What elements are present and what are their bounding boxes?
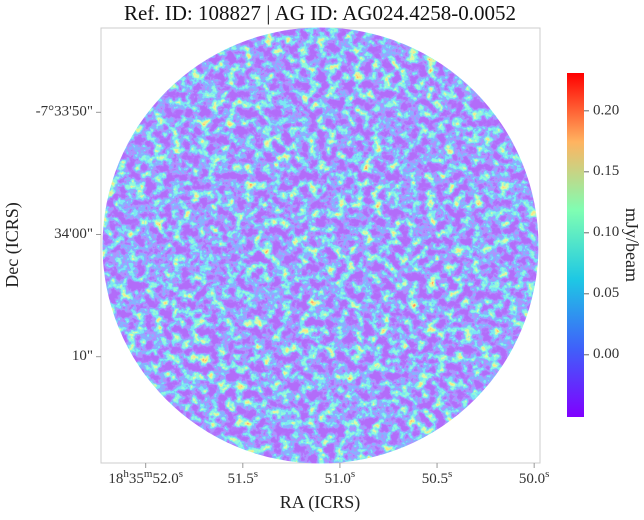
y-tick-label: -7°33'50"	[36, 104, 93, 120]
sky-image	[102, 27, 539, 464]
colorbar-tick-label: 0.05	[593, 285, 619, 301]
x-tick-label: 18h35m52.0s	[108, 468, 183, 488]
y-tick-label: 34'00"	[54, 226, 93, 242]
x-axis-label: RA (ICRS)	[280, 492, 361, 513]
x-tick-label: 50.0s	[519, 468, 550, 488]
chart-title: Ref. ID: 108827 | AG ID: AG024.4258-0.00…	[124, 1, 516, 25]
x-tick-label: 50.5s	[422, 468, 453, 488]
x-tick-label: 51.5s	[228, 468, 259, 488]
colorbar-tick-label: 0.15	[593, 163, 619, 179]
colorbar-tick-label: 0.10	[593, 224, 619, 240]
colorbar-tick-label: 0.20	[593, 102, 619, 118]
colorbar	[567, 73, 584, 417]
y-tick-label: 10"	[72, 348, 93, 364]
colorbar-label: mJy/beam	[622, 208, 642, 282]
colorbar-tick-label: 0.00	[593, 346, 619, 362]
x-tick-label: 51.0s	[325, 468, 356, 488]
y-axis-label: Dec (ICRS)	[2, 202, 23, 287]
